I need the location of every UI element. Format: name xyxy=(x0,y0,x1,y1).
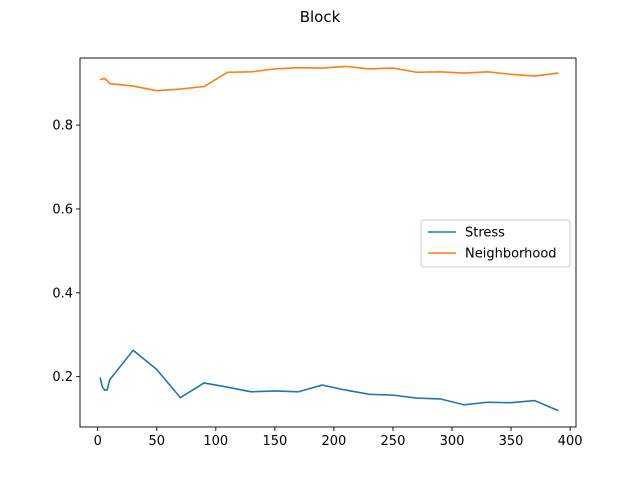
x-tick-label: 350 xyxy=(499,434,524,449)
chart-title: Block xyxy=(300,8,341,26)
plot-area xyxy=(99,65,559,412)
x-tick-label: 300 xyxy=(440,434,465,449)
legend-box xyxy=(420,219,571,268)
axes-frame xyxy=(79,57,577,428)
x-tick-label: 50 xyxy=(148,434,165,449)
legend: Stress Neighborhood xyxy=(420,219,571,268)
legend-label-stress: Stress xyxy=(465,226,505,241)
y-tick-label: 0.4 xyxy=(52,286,73,301)
y-tick-label: 0.2 xyxy=(52,370,73,385)
series-line-neighborhood xyxy=(99,65,559,92)
x-tick-label: 150 xyxy=(262,434,287,449)
x-tick-label: 250 xyxy=(381,434,406,449)
series-line-stress xyxy=(99,349,559,412)
y-tick-label: 0.6 xyxy=(52,202,73,217)
x-tick-label: 0 xyxy=(94,434,102,449)
axes: 0 50 100 150 200 250 300 350 400 0.2 0.4 0.6 0.8 xyxy=(52,57,583,449)
y-tick-label: 0.8 xyxy=(52,119,73,134)
x-tick-label: 400 xyxy=(558,434,583,449)
x-tick-label: 200 xyxy=(321,434,346,449)
x-tick-label: 100 xyxy=(203,434,228,449)
legend-label-neighborhood: Neighborhood xyxy=(465,247,557,262)
